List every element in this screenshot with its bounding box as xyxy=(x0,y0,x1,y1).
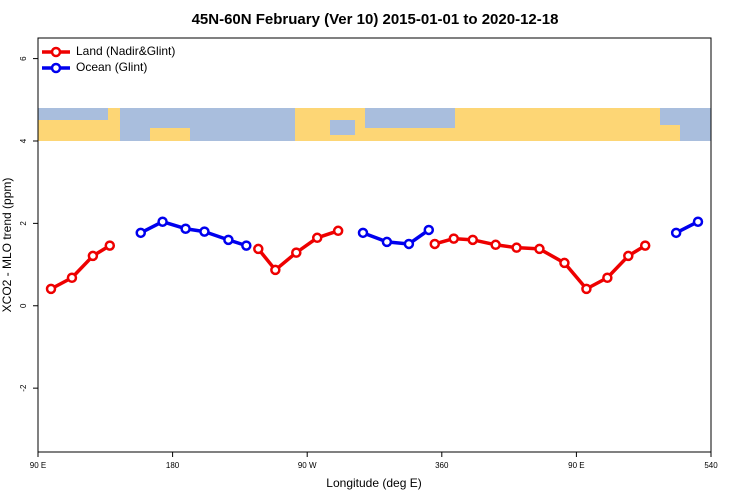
x-tick-label: 360 xyxy=(435,461,449,470)
y-tick-label: 0 xyxy=(19,303,28,308)
data-point xyxy=(45,283,57,295)
data-point xyxy=(381,236,393,248)
data-point xyxy=(511,242,522,253)
x-tick-label: 90 E xyxy=(568,461,584,470)
x-tick-label: 90 W xyxy=(298,461,317,470)
data-point xyxy=(199,226,210,237)
x-tick-label: 180 xyxy=(166,461,180,470)
series-line xyxy=(50,229,647,291)
x-axis-label: Longitude (deg E) xyxy=(326,476,421,490)
data-point xyxy=(223,234,234,246)
data-point xyxy=(403,238,415,250)
legend-marker xyxy=(50,46,62,58)
data-point xyxy=(581,283,592,295)
data-point xyxy=(670,227,682,239)
data-point xyxy=(253,243,264,255)
x-tick-label: 90 E xyxy=(30,461,46,470)
y-tick-label: 2 xyxy=(19,221,28,226)
data-point xyxy=(311,232,323,244)
data-point xyxy=(429,238,441,250)
legend-marker xyxy=(50,62,62,74)
data-point xyxy=(157,216,168,227)
x-tick-label: 540 xyxy=(704,461,718,470)
data-point xyxy=(291,247,302,258)
data-point xyxy=(87,250,99,262)
plot-frame xyxy=(37,37,712,453)
data-point xyxy=(180,223,191,234)
data-point xyxy=(66,272,78,283)
y-tick-label: -2 xyxy=(19,384,28,392)
data-point xyxy=(270,264,281,276)
data-point xyxy=(135,227,146,239)
y-tick-label: 4 xyxy=(19,138,28,143)
data-point xyxy=(602,272,613,283)
data-point xyxy=(104,240,116,251)
map-strip xyxy=(38,108,711,141)
data-point xyxy=(692,216,704,227)
data-point xyxy=(639,240,651,251)
y-axis-label: XCO2 - MLO trend (ppm) xyxy=(0,178,14,313)
legend-label: Land (Nadir&Glint) xyxy=(76,44,175,58)
data-point xyxy=(467,234,479,246)
data-point xyxy=(559,257,570,269)
data-point xyxy=(423,224,435,236)
data-point xyxy=(534,243,545,255)
data-point xyxy=(448,233,460,244)
data-point xyxy=(490,239,501,251)
chart-title: 45N-60N February (Ver 10) 2015-01-01 to … xyxy=(192,11,559,28)
legend-label: Ocean (Glint) xyxy=(76,60,147,74)
data-point xyxy=(241,240,252,251)
y-tick-label: 6 xyxy=(19,56,28,61)
data-point xyxy=(623,250,634,262)
data-point xyxy=(332,225,344,237)
data-point xyxy=(357,227,369,239)
